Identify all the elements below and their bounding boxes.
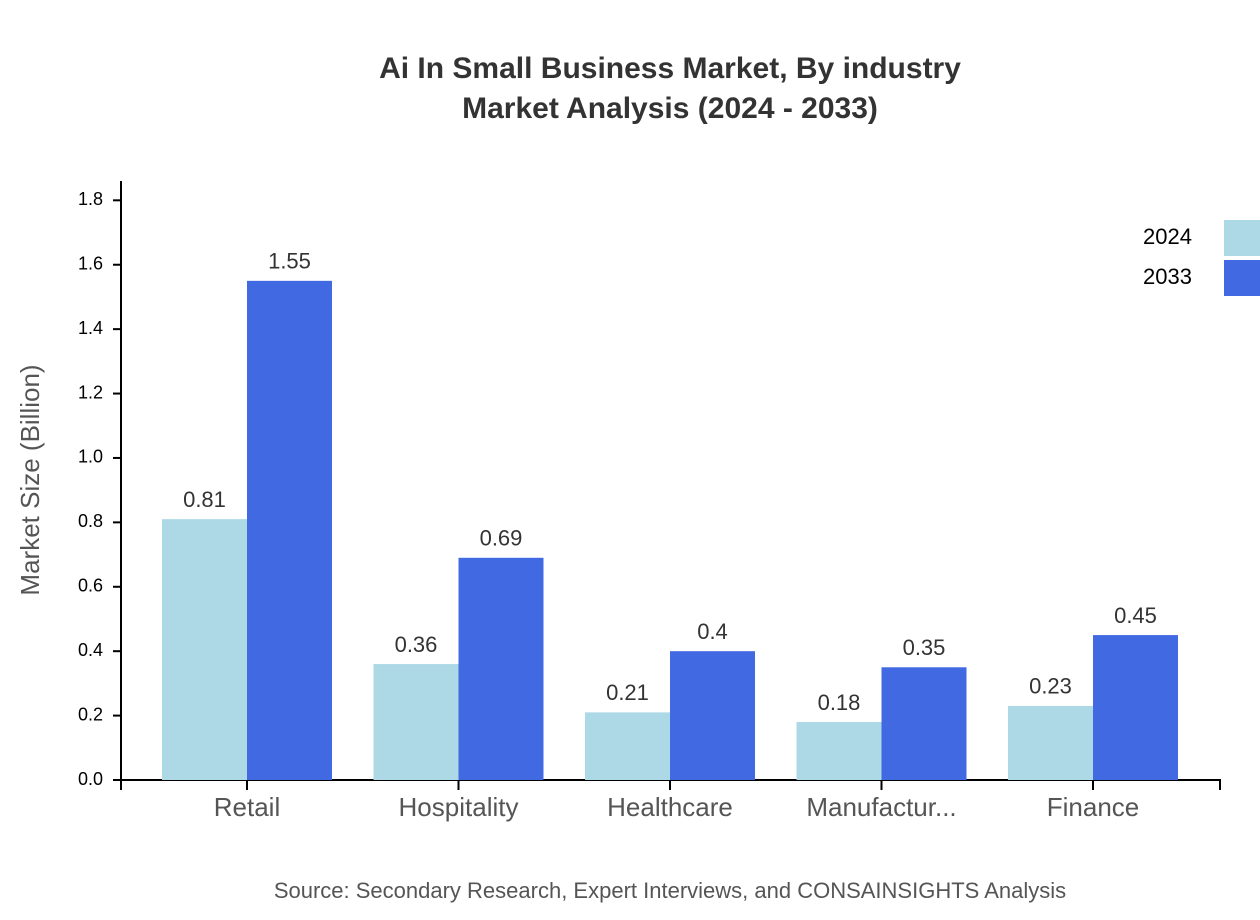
y-tick-label: 0.2 <box>78 704 103 724</box>
chart-subtitle: Market Analysis (2024 - 2033) <box>462 92 878 125</box>
legend-swatch <box>1224 260 1260 296</box>
bar-value-label: 1.55 <box>268 249 311 274</box>
bar <box>670 651 755 780</box>
y-tick-label: 0.6 <box>78 576 103 596</box>
bar <box>247 280 332 780</box>
x-tick-label: Retail <box>214 792 280 822</box>
bar-value-label: 0.21 <box>606 680 649 705</box>
x-tick-label: Finance <box>1047 792 1140 822</box>
bar-value-label: 0.4 <box>697 619 728 644</box>
y-tick-label: 1.6 <box>78 253 103 273</box>
x-tick-label: Healthcare <box>607 792 733 822</box>
bar-value-label: 0.81 <box>183 487 226 512</box>
bar-value-label: 0.69 <box>480 526 523 551</box>
y-tick-label: 1.8 <box>78 189 103 209</box>
x-tick-label: Manufactur... <box>806 792 956 822</box>
bar <box>1093 635 1178 780</box>
bar <box>373 664 459 780</box>
bar <box>458 557 544 780</box>
y-tick-label: 0.0 <box>78 769 103 789</box>
bar-value-label: 0.23 <box>1029 674 1072 699</box>
legend-swatch <box>1224 220 1260 256</box>
bar <box>1008 705 1093 780</box>
y-tick-label: 1.2 <box>78 382 103 402</box>
y-tick-label: 1.0 <box>78 447 103 467</box>
chart-title: Ai In Small Business Market, By industry <box>379 52 961 85</box>
y-tick-label: 0.4 <box>78 640 103 660</box>
bar <box>796 722 882 780</box>
y-axis-label: Market Size (Billion) <box>15 364 45 595</box>
legend-label: 2033 <box>1143 264 1192 289</box>
bar-value-label: 0.45 <box>1114 603 1157 628</box>
source-note: Source: Secondary Research, Expert Inter… <box>274 878 1066 903</box>
x-tick-label: Hospitality <box>399 792 519 822</box>
bar <box>162 519 247 780</box>
bar-value-label: 0.36 <box>395 632 438 657</box>
bar <box>881 667 967 780</box>
bar <box>585 712 670 780</box>
y-tick-label: 0.8 <box>78 511 103 531</box>
legend-label: 2024 <box>1143 224 1192 249</box>
bar-value-label: 0.18 <box>818 690 861 715</box>
y-tick-label: 1.4 <box>78 318 103 338</box>
bar-value-label: 0.35 <box>903 635 946 660</box>
